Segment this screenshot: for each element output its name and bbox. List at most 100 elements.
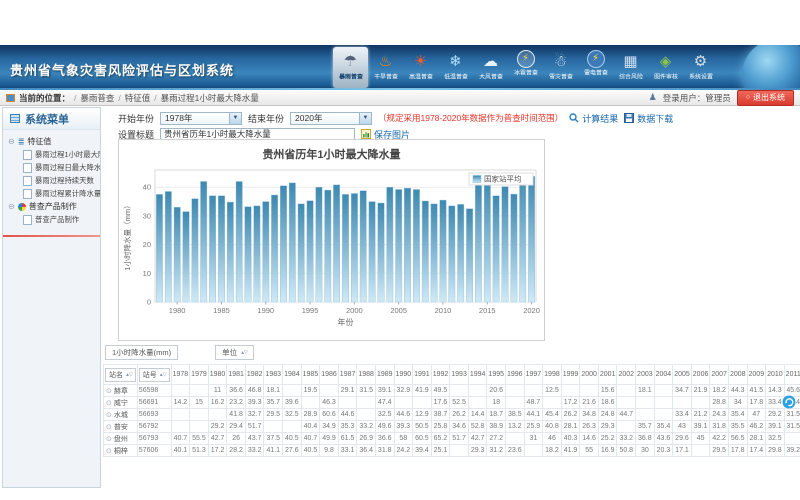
col-header-year[interactable]: 2003	[636, 365, 655, 385]
range-note: （规定采用1978-2020年数据作为普查时间范围）	[378, 112, 563, 124]
unit-filter-box[interactable]: 单位 ▲▽	[215, 345, 254, 360]
download-button[interactable]: 数据下载	[624, 112, 673, 125]
expand-icon[interactable]: ⊙	[106, 424, 112, 431]
col-header-year[interactable]: 1995	[487, 365, 506, 385]
expand-icon[interactable]: ⊙	[106, 400, 112, 407]
breadcrumb-item[interactable]: 特征值	[125, 93, 151, 103]
col-header-year[interactable]: 2006	[691, 365, 710, 385]
col-header-year[interactable]: 1988	[357, 365, 376, 385]
sidebar: 系统菜单 ⊖≣特征值暴雨过程1小时最大降水量暴雨过程日最大降水量暴雨过程持续天数…	[2, 107, 101, 488]
sidebar-item[interactable]: 普查产品制作	[8, 213, 100, 226]
col-header-year[interactable]: 1980	[208, 365, 227, 385]
nav-item-composite-risk[interactable]: ▦综合风险	[613, 47, 648, 88]
start-year-label: 开始年份	[118, 112, 154, 125]
collapse-icon[interactable]: ⊖	[8, 137, 15, 146]
nav-item-settings[interactable]: ⚙系统设置	[683, 47, 718, 88]
col-header-year[interactable]: 1981	[227, 365, 246, 385]
nav-item-lightning[interactable]: ⚡雷电普查	[578, 47, 613, 88]
col-header-year[interactable]: 1993	[450, 365, 469, 385]
expand-icon[interactable]: ⊙	[106, 448, 112, 455]
rainstorm-icon: ☂	[339, 50, 363, 72]
col-header-year[interactable]: 2009	[747, 365, 766, 385]
sidebar-group[interactable]: ⊖≣特征值	[8, 135, 100, 148]
expand-icon[interactable]: ⊙	[106, 436, 112, 443]
nav-item-high-temp[interactable]: ☀高温普查	[403, 47, 438, 88]
power-icon: ○	[746, 94, 750, 101]
document-icon	[23, 189, 32, 199]
breadcrumb-item[interactable]: 暴雨普查	[80, 93, 114, 103]
sort-icons: ▲▽	[240, 350, 247, 356]
data-table-section: 1小时降水量(mm) 单位 ▲▽ 站名▲▽站号▲▽197819791980198…	[103, 344, 800, 457]
map-review-icon: ◈	[654, 50, 678, 72]
breadcrumb: /暴雨普查/特征值/暴雨过程1小时最大降水量	[70, 92, 259, 104]
col-header-station-id[interactable]: 站号▲▽	[137, 365, 171, 385]
nav-item-hail[interactable]: ⚡冰雹普查	[508, 47, 543, 88]
svg-text:2005: 2005	[390, 306, 407, 315]
col-header-year[interactable]: 1999	[561, 365, 580, 385]
floating-assistant-icon[interactable]	[782, 395, 796, 409]
sidebar-item[interactable]: 暴雨过程1小时最大降水量	[8, 148, 100, 161]
svg-text:2000: 2000	[346, 306, 363, 315]
expand-icon[interactable]: ⊙	[106, 388, 112, 395]
measure-filter-box[interactable]: 1小时降水量(mm)	[105, 345, 178, 360]
col-header-year[interactable]: 1989	[375, 365, 394, 385]
col-header-year[interactable]: 1991	[413, 365, 432, 385]
col-header-station[interactable]: 站名▲▽	[104, 365, 138, 385]
nav-item-low-temp[interactable]: ❄低温普查	[438, 47, 473, 88]
sidebar-item[interactable]: 暴雨过程累计降水量	[8, 187, 100, 200]
col-header-year[interactable]: 2001	[598, 365, 617, 385]
col-header-year[interactable]: 1984	[283, 365, 302, 385]
nav-item-snow[interactable]: ☃雪灾普查	[543, 47, 578, 88]
end-year-label: 结束年份	[248, 112, 284, 125]
breadcrumb-item[interactable]: 暴雨过程1小时最大降水量	[161, 93, 259, 103]
svg-text:0: 0	[147, 298, 151, 307]
col-header-year[interactable]: 1986	[320, 365, 339, 385]
sidebar-item[interactable]: 暴雨过程日最大降水量	[8, 161, 100, 174]
expand-icon[interactable]: ⊙	[106, 412, 112, 419]
main-content: 开始年份 1978年 ▼ 结束年份 2020年 ▼ （规定采用1978-2020…	[102, 106, 800, 490]
svg-text:1980: 1980	[169, 306, 186, 315]
col-header-year[interactable]: 2007	[710, 365, 729, 385]
col-header-year[interactable]: 2004	[654, 365, 673, 385]
snow-icon: ☃	[549, 50, 573, 72]
logout-button[interactable]: ○ 退出系统	[737, 90, 794, 106]
col-header-year[interactable]: 1987	[338, 365, 357, 385]
sidebar-item[interactable]: 暴雨过程持续天数	[8, 174, 100, 187]
col-header-year[interactable]: 1994	[468, 365, 487, 385]
sidebar-group[interactable]: ⊖普查产品制作	[8, 200, 100, 213]
nav-item-map-review[interactable]: ◈图件审核	[648, 47, 683, 88]
col-header-year[interactable]: 1979	[190, 365, 209, 385]
col-header-year[interactable]: 1985	[301, 365, 320, 385]
low-temp-icon: ❄	[444, 50, 468, 72]
col-header-year[interactable]: 2005	[673, 365, 692, 385]
composite-risk-icon: ▦	[619, 50, 643, 72]
col-header-year[interactable]: 1996	[506, 365, 525, 385]
col-header-year[interactable]: 1978	[171, 365, 190, 385]
svg-text:40: 40	[143, 183, 151, 192]
col-header-year[interactable]: 1990	[394, 365, 413, 385]
save-disk-icon	[624, 113, 634, 123]
col-header-year[interactable]: 2010	[766, 365, 785, 385]
collapse-icon[interactable]: ⊖	[8, 202, 15, 211]
nav-item-drought[interactable]: ♨干旱普查	[368, 47, 403, 88]
col-header-year[interactable]: 2000	[580, 365, 599, 385]
nav-item-rainstorm[interactable]: ☂暴雨普查	[333, 47, 368, 88]
col-header-year[interactable]: 2011	[784, 365, 800, 385]
sort-icons: ▲▽	[125, 372, 132, 378]
col-header-year[interactable]: 2002	[617, 365, 636, 385]
document-icon	[23, 150, 32, 160]
col-header-year[interactable]: 2008	[728, 365, 747, 385]
col-header-year[interactable]: 1982	[245, 365, 264, 385]
col-header-year[interactable]: 1997	[524, 365, 543, 385]
app-title: 贵州省气象灾害风险评估与区划系统	[10, 60, 234, 79]
calculate-button[interactable]: 计算结果	[569, 112, 618, 125]
user-icon: ♟	[649, 92, 657, 103]
end-year-select[interactable]: 2020年 ▼	[290, 112, 372, 125]
col-header-year[interactable]: 1998	[543, 365, 562, 385]
image-icon	[361, 129, 371, 139]
nav-item-wind[interactable]: ☁大风普查	[473, 47, 508, 88]
svg-text:30: 30	[143, 211, 151, 220]
col-header-year[interactable]: 1983	[264, 365, 283, 385]
start-year-select[interactable]: 1978年 ▼	[160, 112, 242, 125]
col-header-year[interactable]: 1992	[431, 365, 450, 385]
